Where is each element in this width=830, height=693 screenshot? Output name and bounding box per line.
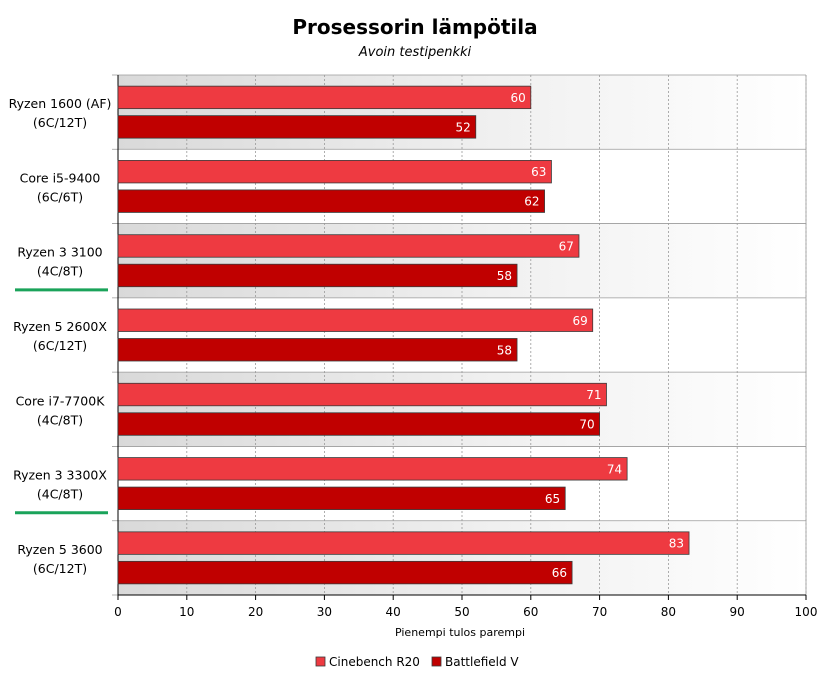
legend-swatch: [315, 656, 326, 667]
x-tick-label: 0: [114, 605, 122, 619]
x-tick-label: 20: [248, 605, 263, 619]
category-label-line: Ryzen 3 3100: [17, 245, 102, 260]
x-axis-label: Pienempi tulos parempi: [395, 626, 525, 639]
data-label: 66: [552, 566, 567, 580]
bar: [117, 189, 545, 213]
bar: [117, 160, 552, 184]
legend: Cinebench R20 Battlefield V: [315, 655, 519, 669]
x-tick-label: 70: [592, 605, 607, 619]
category-label: Ryzen 5 2600X (6C/12T): [13, 319, 107, 353]
category-label-line: (4C/8T): [37, 487, 83, 502]
data-label: 69: [572, 314, 587, 328]
data-label: 62: [524, 195, 539, 209]
chart-subtitle: Avoin testipenkki: [358, 45, 472, 60]
legend-swatch: [431, 656, 442, 667]
category-label: Ryzen 3 3300X (4C/8T): [13, 468, 107, 502]
bar: [117, 486, 566, 510]
x-tick-label: 90: [730, 605, 745, 619]
chart-title: Prosessorin lämpötila: [292, 15, 537, 39]
category-label-line: Core i7-7700K: [16, 393, 106, 408]
category-label: Core i5-9400 (6C/6T): [20, 170, 101, 204]
x-tick-label: 10: [179, 605, 194, 619]
bar: [117, 85, 532, 110]
category-label-line: (4C/8T): [37, 412, 83, 427]
bar: [117, 115, 477, 139]
data-label: 65: [545, 492, 560, 506]
x-tick-label: 100: [795, 605, 818, 619]
bar: [117, 457, 628, 481]
legend-label: Battlefield V: [445, 655, 519, 669]
category-label-line: (6C/12T): [33, 338, 87, 353]
x-tick-label: 60: [523, 605, 538, 619]
data-label: 58: [497, 343, 512, 357]
category-label-line: (6C/6T): [37, 189, 83, 204]
category-label: Core i7-7700K (4C/8T): [16, 393, 106, 427]
data-label: 70: [579, 418, 594, 432]
category-label: Ryzen 5 3600 (6C/12T): [17, 542, 102, 576]
category-label-line: Ryzen 5 3600: [17, 542, 102, 557]
category-label-line: Core i5-9400: [20, 170, 101, 185]
bar: [117, 263, 518, 288]
bar: [117, 338, 518, 362]
category-label-line: Ryzen 5 2600X: [13, 319, 107, 334]
category-label-line: (6C/12T): [33, 115, 87, 130]
data-label: 52: [455, 120, 470, 134]
data-label: 67: [559, 239, 574, 253]
data-label: 74: [607, 462, 622, 476]
legend-label: Cinebench R20: [329, 655, 420, 669]
data-label: 63: [531, 165, 546, 179]
bar: [117, 412, 601, 436]
data-label: 71: [586, 388, 601, 402]
data-label: 83: [669, 537, 684, 551]
bar: [117, 531, 690, 555]
bar: [117, 560, 573, 585]
bar: [117, 308, 594, 332]
plot-area: 0 10 20 30 40 50 60 70 80 90 100 Ryzen 1600 (AF) (6C…: [9, 74, 818, 619]
category-label: Ryzen 1600 (AF) (6C/12T): [9, 96, 112, 130]
x-tick-label: 50: [454, 605, 469, 619]
category-label-line: Ryzen 3 3300X: [13, 468, 107, 483]
category-label: Ryzen 3 3100 (4C/8T): [17, 245, 102, 279]
data-label: 60: [511, 91, 526, 105]
x-tick-label: 40: [386, 605, 401, 619]
x-tick-label: 80: [661, 605, 676, 619]
category-label-line: (4C/8T): [37, 264, 83, 279]
category-label-line: (6C/12T): [33, 561, 87, 576]
x-tick-label: 30: [317, 605, 332, 619]
bar: [117, 382, 607, 407]
data-label: 58: [497, 269, 512, 283]
category-label-line: Ryzen 1600 (AF): [9, 96, 112, 111]
bar: [117, 234, 580, 258]
